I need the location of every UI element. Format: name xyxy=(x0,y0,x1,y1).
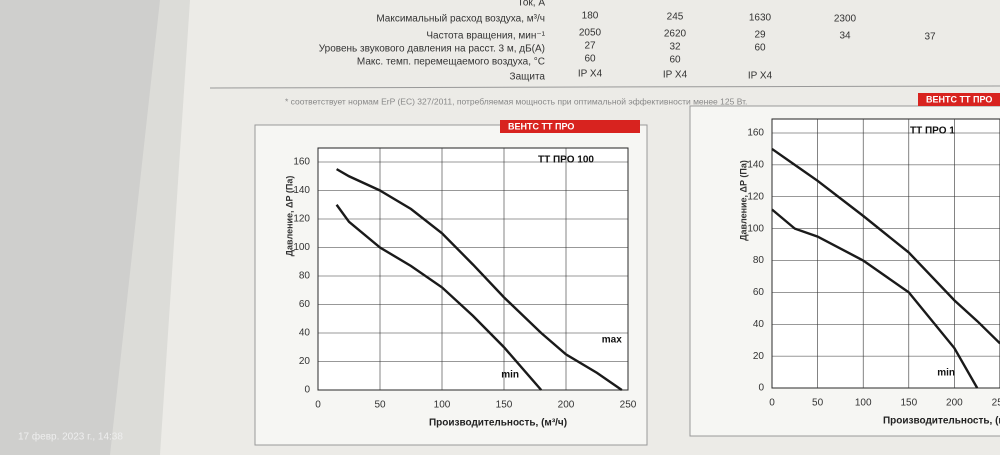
curve xyxy=(771,147,1000,345)
y-tick-label: 40 xyxy=(299,328,311,339)
y-tick-label: 0 xyxy=(304,385,310,396)
row-label: Защита xyxy=(510,72,546,83)
y-tick-label: 0 xyxy=(758,383,764,394)
tag: ВЕНТС ТТ ПРО xyxy=(926,94,992,104)
y-tick-label: 140 xyxy=(747,160,764,171)
y-tick-label: 100 xyxy=(293,242,310,253)
cell: 2300 xyxy=(834,14,857,25)
x-tick-label: 0 xyxy=(315,400,321,411)
curve-label: min xyxy=(501,370,519,381)
x-axis-label: Производительность, (м³/ч) xyxy=(429,418,567,429)
y-tick-label: 20 xyxy=(753,351,765,362)
timestamp: 17 февр. 2023 г., 14:38 xyxy=(18,431,123,443)
cell: IP X4 xyxy=(663,70,688,81)
curve-label: min xyxy=(937,368,955,379)
tag: ВЕНТС ТТ ПРО xyxy=(508,121,574,131)
x-tick-label: 200 xyxy=(946,398,963,409)
tag-box xyxy=(500,120,640,133)
y-tick-label: 20 xyxy=(299,356,311,367)
y-tick-label: 60 xyxy=(753,287,765,298)
plot-area xyxy=(317,147,629,391)
note: * соответствует нормам ErP (EC) 327/2011… xyxy=(285,96,747,106)
x-tick-label: 250 xyxy=(620,400,637,411)
cell: 32 xyxy=(669,42,681,53)
cell: 60 xyxy=(584,54,596,65)
cell: 29 xyxy=(754,30,766,41)
row-label: Макс. темп. перемещаемого воздуха, °С xyxy=(357,57,545,68)
row-label: Уровень звукового давления на расст. 3 м… xyxy=(319,44,545,55)
curve xyxy=(771,208,979,389)
cell: 34 xyxy=(839,31,851,42)
y-tick-label: 80 xyxy=(299,271,311,282)
cell: 60 xyxy=(754,43,766,54)
cell: 27 xyxy=(584,41,596,52)
row-label: Максимальный расход воздуха, м³/ч xyxy=(376,14,545,25)
x-tick-label: 250 xyxy=(992,398,1000,409)
curve xyxy=(336,168,623,391)
cell: IP X4 xyxy=(578,69,603,80)
folder xyxy=(0,0,160,455)
cell: 60 xyxy=(669,55,681,66)
x-tick-label: 200 xyxy=(558,400,575,411)
cell: 180 xyxy=(582,11,599,22)
y-tick-label: 120 xyxy=(747,191,764,202)
cell: 2050 xyxy=(579,28,602,39)
curve xyxy=(335,204,543,391)
cell: 245 xyxy=(667,12,684,23)
y-tick-label: 140 xyxy=(293,185,310,196)
cell: 1630 xyxy=(749,13,772,24)
x-tick-label: 50 xyxy=(374,400,386,411)
x-axis-label: Производительность, (м³/ч) xyxy=(883,416,1000,427)
y-axis-label: Давление, ΔP (Па) xyxy=(284,176,294,257)
plot-area xyxy=(771,118,1000,389)
x-tick-label: 0 xyxy=(769,398,775,409)
y-axis-label: Давление, ΔP (Па) xyxy=(738,160,748,241)
y-tick-label: 100 xyxy=(747,223,764,234)
x-tick-label: 150 xyxy=(496,400,513,411)
row-label: Частота вращения, мин⁻¹ xyxy=(426,31,545,42)
curve-label: max xyxy=(602,335,622,346)
y-tick-label: 40 xyxy=(753,319,765,330)
tag-box xyxy=(918,93,1000,106)
y-tick-label: 160 xyxy=(293,157,310,168)
row-label: Ток, А xyxy=(518,0,546,9)
cell: 37 xyxy=(924,32,936,43)
y-tick-label: 80 xyxy=(753,255,765,266)
x-tick-label: 50 xyxy=(812,398,824,409)
cell: 2620 xyxy=(664,29,687,40)
x-tick-label: 100 xyxy=(434,400,451,411)
x-tick-label: 150 xyxy=(900,398,917,409)
chart-title: ТТ ПРО 1 xyxy=(910,126,955,137)
y-tick-label: 120 xyxy=(293,214,310,225)
y-tick-label: 60 xyxy=(299,299,311,310)
table-rule xyxy=(209,85,1000,89)
chart-title: ТТ ПРО 100 xyxy=(538,155,594,166)
y-tick-label: 160 xyxy=(747,128,764,139)
cell: IP X4 xyxy=(748,71,773,82)
x-tick-label: 100 xyxy=(855,398,872,409)
